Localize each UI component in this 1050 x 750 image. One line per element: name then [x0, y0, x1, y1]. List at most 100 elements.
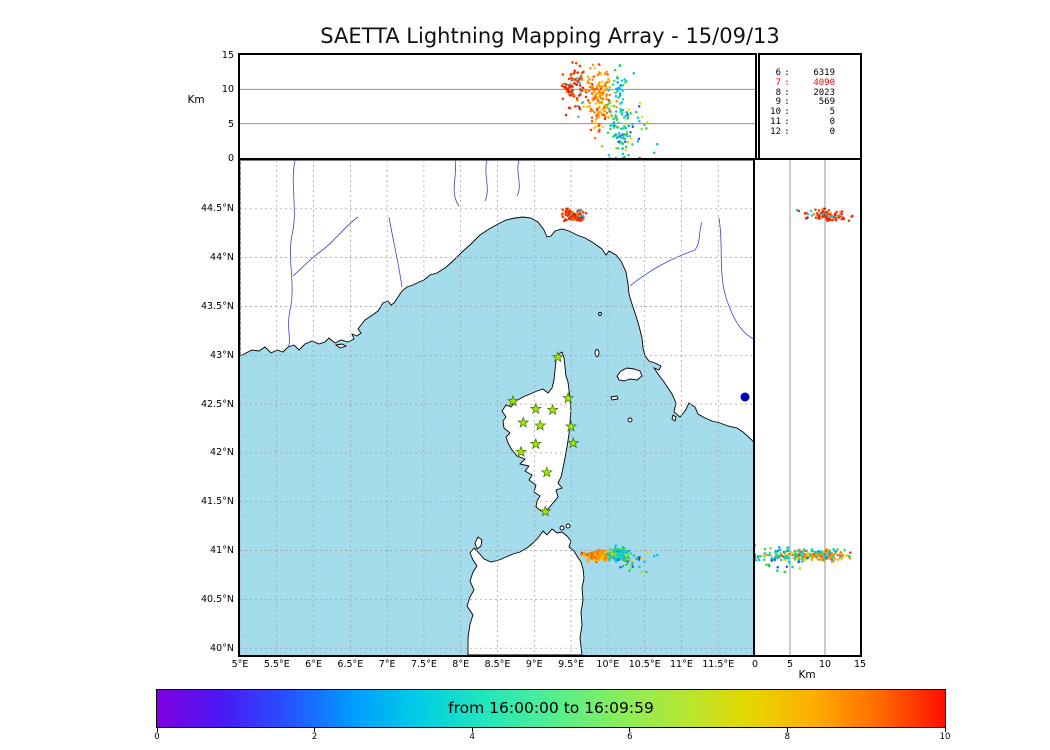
longitude-tick-label: 6.5°E — [337, 659, 364, 670]
river-po-tributary-1 — [453, 160, 460, 207]
lma-station-marker — [529, 402, 542, 415]
lma-station-marker — [546, 403, 559, 416]
station-count-row: 12: 0 — [768, 126, 860, 138]
island-pianosa — [610, 395, 619, 401]
longitude-tick-label: 10.5°E — [628, 659, 661, 670]
min-stations-value: 9 — [775, 97, 781, 108]
colorbar-tick-mark — [471, 728, 473, 732]
colon-separator: : — [784, 77, 790, 88]
coastline-sardinia — [466, 528, 585, 655]
min-stations-value: 12 — [770, 126, 781, 137]
longitude-tick-label: 5°E — [231, 659, 249, 670]
min-stations-value: 7 — [775, 77, 781, 88]
page-title: SAETTA Lightning Mapping Array - 15/09/1… — [320, 24, 780, 48]
altitude-latitude-panel — [753, 158, 862, 657]
colon-separator: : — [784, 116, 790, 127]
lake-bolsena — [740, 392, 750, 402]
station-count-row: 7: 4090 — [768, 77, 860, 89]
altitude-longitude-panel — [238, 53, 757, 160]
lma-station-marker — [515, 445, 528, 458]
source-count-value: 0 — [829, 126, 835, 137]
source-count-value: 569 — [818, 97, 835, 108]
colorbar-tick-mark — [156, 728, 158, 732]
latitude-tick-label: 42.5°N — [200, 398, 234, 410]
river-var — [388, 216, 403, 288]
lma-station-marker — [565, 420, 578, 432]
min-stations-value: 8 — [775, 87, 781, 98]
latitude-tick-label: 40.5°N — [200, 593, 234, 605]
latitude-tick-label: 44°N — [210, 252, 234, 264]
colon-separator: : — [784, 97, 790, 108]
longitude-tick-label: 7°E — [378, 659, 396, 670]
lma-station-marker — [562, 391, 575, 404]
longitude-tick-label: 9°E — [525, 659, 543, 670]
river-arno — [629, 221, 703, 287]
island-asinara — [474, 536, 483, 550]
river-po-tributary-2 — [484, 160, 488, 202]
lma-station-marker — [567, 436, 580, 449]
colon-separator: : — [784, 126, 790, 137]
longitude-tick-label: 9.5°E — [558, 659, 584, 670]
lma-station-marker — [506, 394, 519, 407]
map-panel — [238, 158, 757, 657]
altitude-tick-label: 5 — [227, 118, 234, 130]
colorbar-tick-mark — [786, 728, 788, 732]
longitude-tick-label: 11.5°E — [702, 659, 735, 670]
island-hyeres — [334, 343, 348, 349]
colon-separator: : — [784, 87, 790, 98]
altitude-axis-label: Km — [187, 94, 205, 106]
rivers — [287, 160, 755, 349]
altitude-tick-label: 0 — [227, 153, 234, 164]
altitude-latitude-canvas — [755, 160, 854, 655]
longitude-tick-label: 8.5°E — [484, 659, 511, 670]
station-count-row: 10: 5 — [768, 107, 860, 118]
coastline-corsica — [501, 351, 572, 512]
river-po-tributary-3 — [516, 160, 520, 197]
colorbar-tick-mark — [314, 728, 316, 732]
longitude-tick-label: 7.5°E — [410, 659, 437, 670]
colorbar-tick-label: 10 — [939, 732, 951, 742]
source-count-value: 0 — [829, 116, 835, 127]
altitude-tick-label-right: 0 — [751, 659, 759, 670]
island-gorgona — [598, 312, 602, 316]
lightning-points-altitude-longitude — [560, 61, 659, 158]
lightning-points-altitude-latitude — [755, 207, 854, 574]
station-count-rows: 6: 6319 7: 4090 8: 2023 9: 569 10: 5 11: 0 12: 0 — [768, 68, 860, 138]
latitude-tick-label: 41°N — [210, 545, 234, 557]
altitude-tick-label-right: 5 — [786, 659, 794, 670]
lma-stations — [506, 350, 580, 517]
lma-station-marker — [540, 466, 553, 478]
island-maddalena — [559, 525, 565, 531]
colorbar-tick-label: 2 — [311, 732, 318, 742]
altitude-gridlines-right — [789, 160, 826, 655]
latitude-tick-label: 43.5°N — [200, 300, 234, 312]
lma-station-marker — [517, 416, 530, 428]
min-stations-value: 11 — [770, 116, 781, 127]
colorbar-gradient — [157, 690, 945, 727]
colon-separator: : — [784, 107, 790, 118]
longitude-tick-label: 11°E — [670, 659, 693, 670]
island-capraia — [594, 349, 600, 357]
lma-station-marker — [529, 437, 542, 450]
longitude-tick-label: 5.5°E — [263, 659, 290, 670]
coastline-mainland — [240, 160, 755, 444]
station-count-row: 6: 6319 — [768, 68, 860, 79]
island-maddalena-2 — [565, 523, 571, 529]
altitude-axis-label-right: Km — [798, 669, 816, 681]
landmasses — [240, 160, 755, 655]
colorbar-tick-label: 8 — [784, 732, 791, 742]
altitude-longitude-canvas — [240, 61, 755, 158]
altitude-tick-label-right: 10 — [818, 659, 832, 670]
lma-station-marker — [534, 419, 547, 431]
latitude-tick-label: 44.5°N — [200, 203, 234, 215]
min-stations-value: 6 — [775, 68, 781, 78]
min-stations-value: 10 — [770, 107, 781, 118]
colorbar-label: from 16:00:00 to 16:09:59 — [448, 699, 654, 717]
station-count-row: 8: 2023 — [768, 87, 860, 99]
source-count-value: 5 — [829, 107, 835, 118]
longitude-tick-label: 10°E — [596, 659, 620, 670]
colorbar-tick-label: 6 — [627, 732, 633, 742]
station-count-row: 11: 0 — [768, 116, 860, 128]
map-gridlines — [240, 160, 755, 655]
